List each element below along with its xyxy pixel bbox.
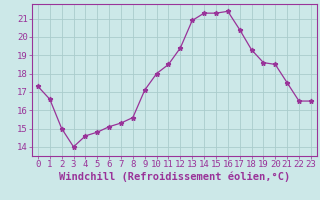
X-axis label: Windchill (Refroidissement éolien,°C): Windchill (Refroidissement éolien,°C) (59, 172, 290, 182)
